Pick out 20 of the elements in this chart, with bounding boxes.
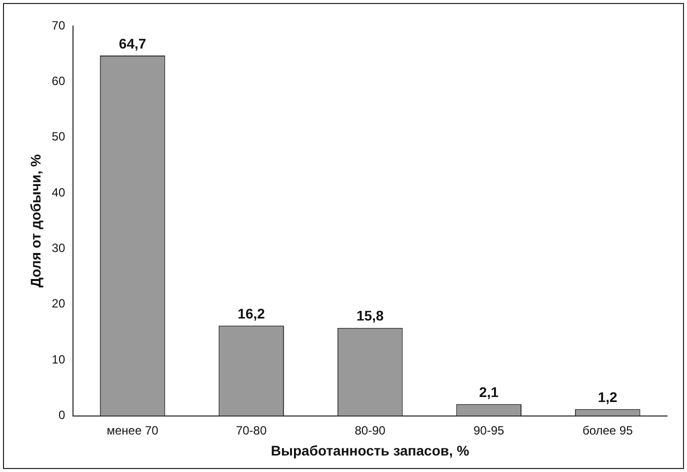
data-label: 1,2 [598,388,618,405]
data-label: 16,2 [238,305,266,322]
y-tick-label: 30 [52,241,66,256]
y-tick-label: 10 [52,352,66,366]
y-tick-label: 20 [52,296,66,311]
x-tick-label: более 95 [582,423,634,438]
y-tick-label: 40 [52,185,66,200]
y-tick-label: 0 [58,408,66,422]
data-label: 15,8 [356,308,384,324]
data-label: 64,7 [118,35,146,52]
data-label: 2,1 [479,384,499,400]
x-tick-label: 70-80 [236,423,267,438]
y-tick-label: 60 [52,74,66,88]
x-tick-label: менее 70 [106,423,159,438]
y-tick-label: 70 [52,18,66,32]
x-axis-title: Выработанность запасов, % [270,442,470,458]
y-tick-label: 50 [52,130,66,144]
x-tick-label: 90-95 [473,423,505,438]
y-axis-title: Доля от добычи, % [27,154,44,288]
x-tick-label: 80-90 [354,423,386,438]
